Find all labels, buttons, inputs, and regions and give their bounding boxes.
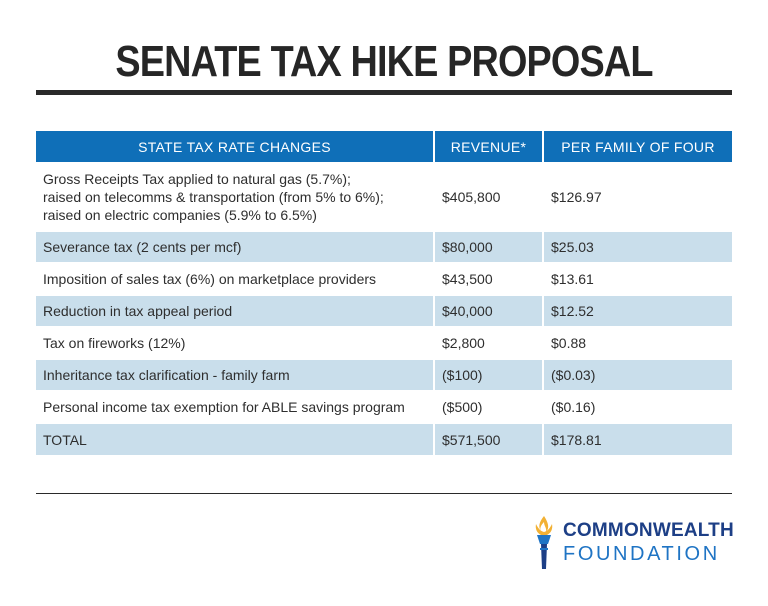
tax-change-cell: Inheritance tax clarification - family f… bbox=[36, 358, 435, 391]
tax-change-cell: Imposition of sales tax (6%) on marketpl… bbox=[36, 262, 435, 295]
tax-change-cell: Reduction in tax appeal period bbox=[36, 294, 435, 327]
tax-change-cell: Tax on fireworks (12%) bbox=[36, 326, 435, 359]
title-divider bbox=[36, 90, 732, 95]
table-row: Inheritance tax clarification - family f… bbox=[36, 358, 732, 391]
revenue-cell: ($100) bbox=[434, 358, 544, 391]
logo-wordmark-line2: FOUNDATION bbox=[563, 543, 720, 565]
tax-change-line: Gross Receipts Tax applied to natural ga… bbox=[43, 171, 351, 187]
revenue-cell: $40,000 bbox=[434, 294, 544, 327]
column-header-per-family: PER FAMILY OF FOUR bbox=[543, 131, 732, 163]
total-label-cell: TOTAL bbox=[36, 422, 435, 455]
revenue-cell: ($500) bbox=[434, 390, 544, 423]
page-title: SENATE TAX HIKE PROPOSAL bbox=[115, 37, 653, 86]
total-row: TOTAL $571,500 $178.81 bbox=[36, 422, 732, 455]
table-header-row: STATE TAX RATE CHANGES REVENUE* PER FAMI… bbox=[36, 131, 732, 163]
tax-change-cell: Gross Receipts Tax applied to natural ga… bbox=[36, 162, 435, 231]
total-per-family-cell: $178.81 bbox=[543, 422, 732, 455]
bottom-divider bbox=[36, 493, 732, 494]
revenue-cell: $2,800 bbox=[434, 326, 544, 359]
per-family-cell: $12.52 bbox=[543, 294, 732, 327]
torch-icon bbox=[535, 516, 553, 569]
tax-change-line: raised on electric companies (5.9% to 6.… bbox=[43, 207, 317, 223]
table-row: Personal income tax exemption for ABLE s… bbox=[36, 390, 732, 423]
tax-rate-table: STATE TAX RATE CHANGES REVENUE* PER FAMI… bbox=[36, 131, 732, 455]
table-row: Gross Receipts Tax applied to natural ga… bbox=[36, 162, 732, 231]
revenue-cell: $405,800 bbox=[434, 162, 544, 231]
per-family-cell: $13.61 bbox=[543, 262, 732, 295]
revenue-cell: $43,500 bbox=[434, 262, 544, 295]
table-row: Severance tax (2 cents per mcf) $80,000 … bbox=[36, 230, 732, 263]
column-header-revenue: REVENUE* bbox=[434, 131, 544, 163]
tax-change-cell: Personal income tax exemption for ABLE s… bbox=[36, 390, 435, 423]
revenue-cell: $80,000 bbox=[434, 230, 544, 263]
table-row: Reduction in tax appeal period $40,000 $… bbox=[36, 294, 732, 327]
per-family-cell: $126.97 bbox=[543, 162, 732, 231]
per-family-cell: $25.03 bbox=[543, 230, 732, 263]
total-revenue-cell: $571,500 bbox=[434, 422, 544, 455]
per-family-cell: $0.88 bbox=[543, 326, 732, 359]
per-family-cell: ($0.16) bbox=[543, 390, 732, 423]
column-header-tax-changes: STATE TAX RATE CHANGES bbox=[36, 131, 435, 163]
tax-change-cell: Severance tax (2 cents per mcf) bbox=[36, 230, 435, 263]
table-row: Tax on fireworks (12%) $2,800 $0.88 bbox=[36, 326, 732, 359]
table-row: Imposition of sales tax (6%) on marketpl… bbox=[36, 262, 732, 295]
logo-wordmark-line1: COMMONWEALTH bbox=[563, 520, 734, 541]
per-family-cell: ($0.03) bbox=[543, 358, 732, 391]
commonwealth-foundation-logo: COMMONWEALTH FOUNDATION bbox=[533, 514, 734, 574]
tax-change-line: raised on telecomms & transportation (fr… bbox=[43, 189, 384, 205]
